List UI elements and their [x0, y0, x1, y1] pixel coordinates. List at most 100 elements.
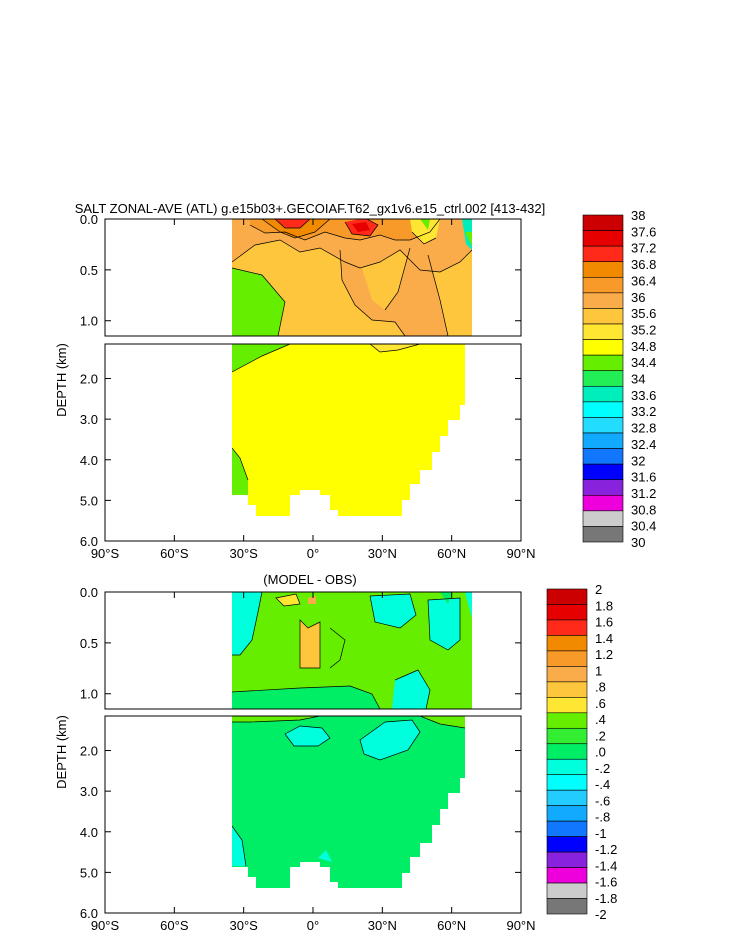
x-tick-label: 60°S [160, 918, 189, 933]
colorbar-label: 31.2 [631, 486, 656, 501]
colorbar-label: 1.8 [595, 598, 613, 613]
y-tick-label: 1.0 [80, 314, 98, 329]
colorbar-swatch [546, 758, 588, 776]
salt-colorbar: 3837.637.236.836.43635.635.234.834.43433… [582, 208, 656, 550]
colorbar-swatch [546, 681, 588, 698]
colorbar-swatch [582, 354, 624, 372]
colorbar-label: 2 [595, 582, 602, 597]
diff-ylabel: DEPTH (km) [54, 715, 69, 789]
y-tick-label: 4.0 [80, 825, 98, 840]
colorbar-swatch [582, 276, 624, 294]
colorbar-label: .6 [595, 696, 606, 711]
salt-ylabel: DEPTH (km) [54, 343, 69, 417]
colorbar-label: 30 [631, 535, 645, 550]
colorbar-swatch [546, 619, 588, 636]
colorbar-label: .8 [595, 680, 606, 695]
x-tick-label: 60°N [437, 918, 466, 933]
colorbar-label: .0 [595, 745, 606, 760]
x-tick-label: 90°S [91, 918, 120, 933]
colorbar-label: -2 [595, 907, 607, 922]
x-tick-label: 30°S [229, 546, 258, 561]
colorbar-label: 34.4 [631, 355, 656, 370]
colorbar-label: 38 [631, 208, 645, 223]
y-tick-label: 3.0 [80, 784, 98, 799]
y-tick-label: 0.0 [80, 212, 98, 227]
colorbar-swatch [582, 385, 624, 403]
colorbar-swatch [546, 836, 588, 853]
colorbar-label: -.2 [595, 761, 610, 776]
salt-chart: SALT ZONAL-AVE (ATL) g.e15b03+.GECOIAF.T… [54, 201, 656, 561]
diff-x-ticks: 90°S 60°S 30°S 0° 30°N 60°N 90°N [91, 592, 536, 933]
x-tick-label: 60°N [437, 546, 466, 561]
y-tick-label: 0.5 [80, 636, 98, 651]
colorbar-label: 32.8 [631, 421, 656, 436]
colorbar-swatch [582, 323, 624, 340]
colorbar-label: 35.6 [631, 306, 656, 321]
colorbar-swatch [582, 261, 624, 278]
colorbar-swatch [582, 245, 624, 263]
colorbar-swatch [582, 463, 624, 481]
colorbar-swatch [582, 432, 624, 449]
salt-lower-field [232, 344, 465, 516]
colorbar-swatch [582, 479, 624, 496]
colorbar-label: 1.2 [595, 647, 613, 662]
colorbar-swatch [582, 214, 624, 231]
x-tick-label: 90°S [91, 546, 120, 561]
colorbar-swatch [546, 774, 588, 791]
y-tick-label: 3.0 [80, 412, 98, 427]
colorbar-label: -1.6 [595, 875, 617, 890]
colorbar-label: 33.2 [631, 404, 656, 419]
colorbar-swatch [546, 666, 588, 683]
y-tick-label: 0.0 [80, 585, 98, 600]
x-tick-label: 0° [307, 546, 319, 561]
y-tick-label: 1.0 [80, 687, 98, 702]
colorbar-label: 33.6 [631, 388, 656, 403]
colorbar-swatch [582, 230, 624, 247]
y-tick-label: 6.0 [80, 906, 98, 921]
colorbar-swatch [582, 401, 624, 418]
colorbar-swatch [582, 308, 624, 325]
salt-upper-field [232, 219, 472, 336]
colorbar-label: -1 [595, 826, 607, 841]
colorbar-swatch [582, 526, 624, 543]
colorbar-swatch [546, 867, 588, 884]
colorbar-label: 34 [631, 372, 645, 387]
colorbar-swatch [546, 789, 588, 806]
colorbar-label: -1.8 [595, 891, 617, 906]
colorbar-label: 32.4 [631, 437, 656, 452]
x-tick-label: 0° [307, 918, 319, 933]
colorbar-swatch [546, 898, 588, 915]
y-tick-label: 4.0 [80, 453, 98, 468]
colorbar-label: 30.8 [631, 502, 656, 517]
colorbar-swatch [546, 882, 588, 899]
colorbar-label: 1 [595, 663, 602, 678]
colorbar-label: 1.4 [595, 631, 613, 646]
colorbar-label: 37.6 [631, 224, 656, 239]
x-tick-label: 30°N [368, 546, 397, 561]
colorbar-label: .4 [595, 712, 606, 727]
diff-y-ticks: 0.0 0.5 1.0 2.0 3.0 4.0 5.0 6.0 [80, 585, 521, 921]
colorbar-label: 36.8 [631, 257, 656, 272]
colorbar-swatch [582, 370, 624, 387]
colorbar-swatch [546, 820, 588, 837]
colorbar-label: -.8 [595, 810, 610, 825]
colorbar-swatch [582, 339, 624, 356]
x-tick-label: 90°N [506, 546, 535, 561]
colorbar-label: 36.4 [631, 273, 656, 288]
y-tick-label: 2.0 [80, 744, 98, 759]
colorbar-label: 32 [631, 453, 645, 468]
colorbar-label: -.6 [595, 793, 610, 808]
y-tick-label: 0.5 [80, 263, 98, 278]
salt-chart-title: SALT ZONAL-AVE (ATL) g.e15b03+.GECOIAF.T… [75, 201, 546, 216]
colorbar-swatch [546, 727, 588, 745]
colorbar-label: 30.4 [631, 519, 656, 534]
colorbar-label: -1.2 [595, 842, 617, 857]
colorbar-label: .2 [595, 728, 606, 743]
colorbar-swatch [546, 712, 588, 729]
colorbar-swatch [546, 650, 588, 667]
x-tick-label: 60°S [160, 546, 189, 561]
colorbar-swatch [582, 494, 624, 512]
y-tick-label: 6.0 [80, 534, 98, 549]
colorbar-swatch [546, 851, 588, 868]
